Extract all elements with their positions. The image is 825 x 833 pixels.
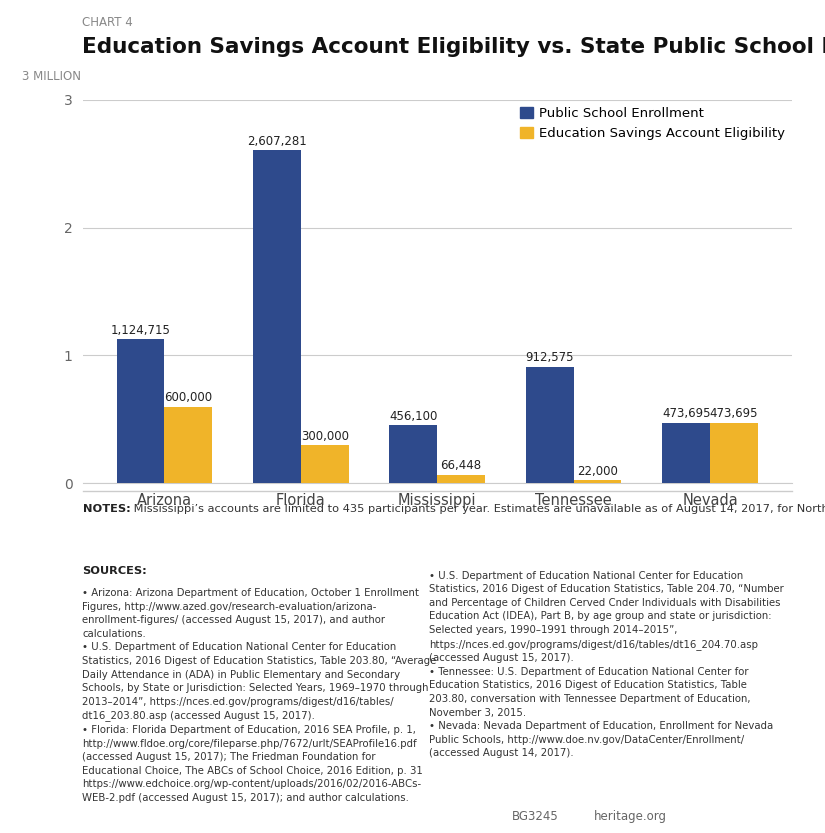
Text: 912,575: 912,575 [526, 352, 574, 364]
Text: Mississippi’s accounts are limited to 435 participants per year. Estimates are u: Mississippi’s accounts are limited to 43… [130, 504, 825, 514]
Bar [301, 445, 349, 483]
Bar [662, 422, 710, 483]
Text: 1,124,715: 1,124,715 [111, 324, 171, 337]
Text: 2,607,281: 2,607,281 [247, 135, 307, 147]
Bar [437, 475, 485, 483]
Text: 456,100: 456,100 [389, 410, 437, 422]
Text: 473,695: 473,695 [710, 407, 758, 421]
Legend: Public School Enrollment, Education Savings Account Eligibility: Public School Enrollment, Education Savi… [520, 107, 785, 140]
Bar [116, 340, 164, 483]
Text: 600,000: 600,000 [164, 392, 212, 404]
Text: 300,000: 300,000 [300, 430, 349, 442]
Text: NOTES:: NOTES: [82, 504, 130, 514]
Text: BG3245: BG3245 [512, 810, 559, 823]
Text: • U.S. Department of Education National Center for Education
Statistics, 2016 Di: • U.S. Department of Education National … [429, 571, 784, 758]
Bar [573, 481, 621, 483]
Text: 473,695: 473,695 [662, 407, 710, 421]
Text: Education Savings Account Eligibility vs. State Public School Population: Education Savings Account Eligibility vs… [82, 37, 825, 57]
Bar [253, 150, 301, 483]
Bar [164, 407, 212, 483]
Bar [389, 425, 437, 483]
Text: 3 MILLION: 3 MILLION [22, 70, 81, 82]
Bar [526, 367, 573, 483]
Bar [710, 422, 758, 483]
Text: SOURCES:: SOURCES: [82, 566, 147, 576]
Text: CHART 4: CHART 4 [82, 16, 134, 29]
Text: 66,448: 66,448 [441, 459, 482, 472]
Text: heritage.org: heritage.org [594, 810, 667, 823]
Text: 22,000: 22,000 [578, 465, 618, 478]
Text: • Arizona: Arizona Department of Education, October 1 Enrollment
Figures, http:/: • Arizona: Arizona Department of Educati… [82, 588, 436, 803]
